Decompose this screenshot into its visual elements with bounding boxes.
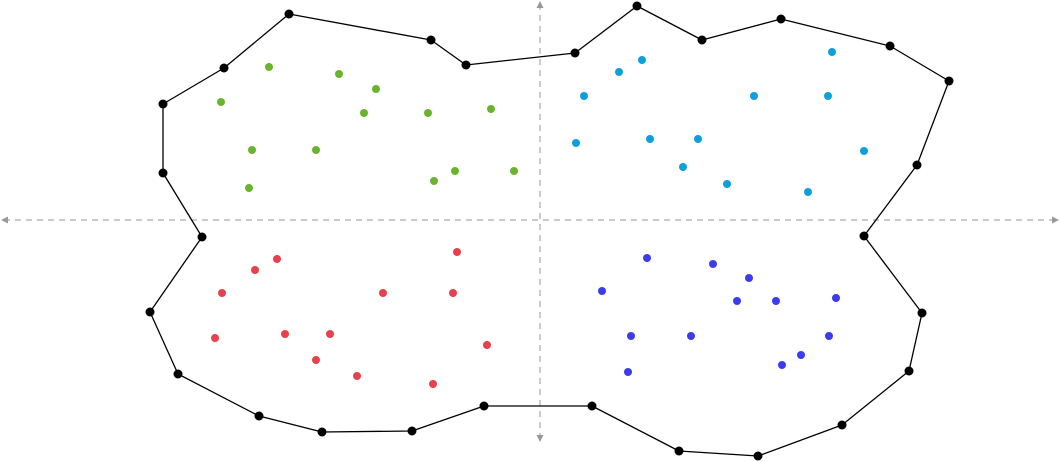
- series-4-point-5: [733, 297, 741, 305]
- hull-vertex-13: [904, 366, 914, 376]
- series-4-point-8: [627, 332, 635, 340]
- series-2-point-10: [860, 147, 868, 155]
- series-2-point-13: [804, 188, 812, 196]
- series-1-point-6: [424, 109, 432, 117]
- series-3-point-7: [281, 330, 289, 338]
- series-1-point-12: [430, 177, 438, 185]
- series-3-point-8: [326, 330, 334, 338]
- series-1-point-10: [451, 167, 459, 175]
- series-2-point-12: [723, 180, 731, 188]
- hull-vertex-16: [674, 446, 684, 456]
- hull-vertex-15: [753, 451, 763, 461]
- hull-vertex-5: [632, 1, 642, 11]
- y-axis-arrow-bottom: [536, 435, 544, 442]
- series-1-point-13: [245, 184, 253, 192]
- hull-vertex-24: [197, 232, 207, 242]
- series-3-point-9: [211, 334, 219, 342]
- series-1-point-1: [265, 63, 273, 71]
- series-3-point-12: [353, 372, 361, 380]
- hull-vertex-10: [912, 160, 922, 170]
- hull-vertex-25: [158, 168, 168, 178]
- series-3-point-1: [453, 248, 461, 256]
- series-2-point-11: [679, 163, 687, 171]
- hull-vertex-18: [479, 401, 489, 411]
- series-4-point-9: [687, 332, 695, 340]
- series-1-point-11: [510, 167, 518, 175]
- axes: [1, 1, 1059, 442]
- series-4-point-1: [643, 254, 651, 262]
- series-2-point-1: [638, 56, 646, 64]
- series-1-point-5: [360, 109, 368, 117]
- hull-vertices-group: [145, 1, 954, 461]
- series-3-point-13: [429, 380, 437, 388]
- series-1-point-4: [217, 98, 225, 106]
- series-3-point-5: [379, 289, 387, 297]
- series-4-point-11: [797, 351, 805, 359]
- hull-vertex-6: [697, 35, 707, 45]
- series-2-point-3: [828, 48, 836, 56]
- hull-vertex-14: [837, 420, 847, 430]
- series-4-point-3: [745, 274, 753, 282]
- series-1-point-8: [248, 146, 256, 154]
- hull-vertex-21: [254, 411, 264, 421]
- series-2-point-8: [694, 135, 702, 143]
- series-1-point-7: [487, 105, 495, 113]
- series-4-point-2: [709, 260, 717, 268]
- hull-vertex-23: [145, 307, 155, 317]
- hull-vertex-11: [859, 231, 869, 241]
- hull-vertex-2: [426, 35, 436, 45]
- hull-vertex-20: [317, 427, 327, 437]
- hull-vertex-4: [570, 48, 580, 58]
- hull-vertex-27: [219, 63, 229, 73]
- series-3-point-10: [483, 341, 491, 349]
- hull-vertex-1: [284, 9, 294, 19]
- hull-vertex-9: [944, 76, 954, 86]
- series-3-point-3: [251, 266, 259, 274]
- y-axis-arrow-top: [536, 1, 544, 8]
- x-axis-arrow-left: [1, 216, 8, 224]
- hull-polygon-group: [149, 5, 950, 457]
- hull-vertex-26: [158, 99, 168, 109]
- series-1-point-2: [335, 70, 343, 78]
- series-3-point-2: [273, 255, 281, 263]
- hull-vertex-17: [587, 401, 597, 411]
- series-4-point-7: [832, 294, 840, 302]
- series-1-point-3: [372, 85, 380, 93]
- series-2-point-9: [572, 139, 580, 147]
- series-3-point-4: [218, 289, 226, 297]
- series-2-point-2: [615, 68, 623, 76]
- hull-vertex-8: [885, 41, 895, 51]
- hull-vertex-22: [173, 369, 183, 379]
- series-3-point-6: [449, 289, 457, 297]
- x-axis-arrow-right: [1052, 216, 1059, 224]
- series-4-point-10: [825, 332, 833, 340]
- hull-vertex-3: [461, 60, 471, 70]
- series-2-point-4: [580, 92, 588, 100]
- series-3-point-11: [312, 356, 320, 364]
- series-4-point-4: [598, 287, 606, 295]
- series-1-point-9: [312, 146, 320, 154]
- series-2-point-7: [646, 135, 654, 143]
- series-2-point-5: [750, 92, 758, 100]
- hull-vertex-19: [407, 426, 417, 436]
- series-4-point-12: [778, 361, 786, 369]
- data-points-group: [211, 48, 868, 388]
- series-2-point-6: [824, 92, 832, 100]
- hull-vertex-7: [776, 14, 786, 24]
- series-4-point-6: [772, 297, 780, 305]
- hull-vertex-12: [917, 308, 927, 318]
- series-4-point-13: [624, 368, 632, 376]
- hull-polygon: [149, 5, 950, 457]
